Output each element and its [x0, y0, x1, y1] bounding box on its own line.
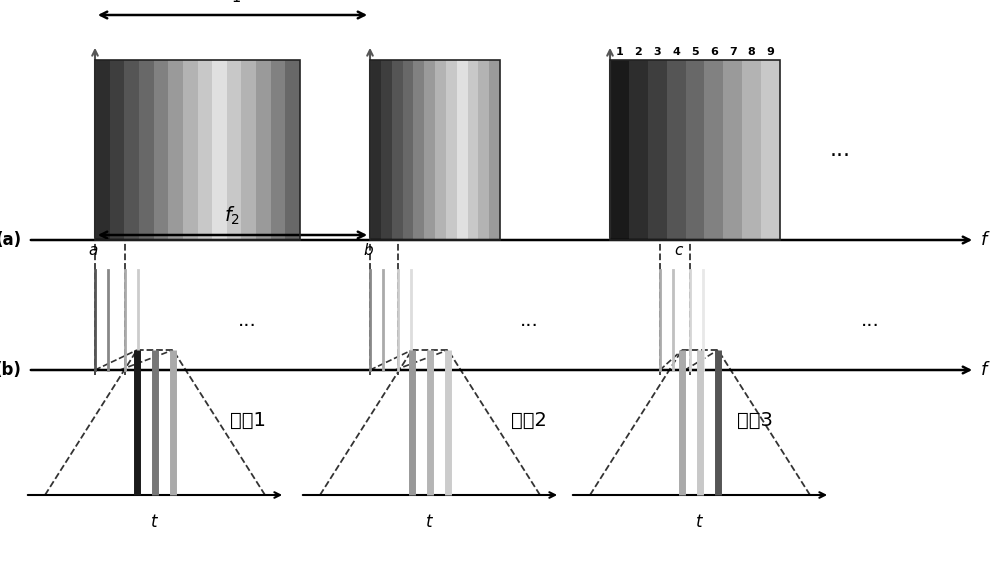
Bar: [446, 60, 457, 240]
Text: 7: 7: [729, 47, 737, 57]
Text: (a): (a): [0, 231, 22, 249]
Text: $t$: $t$: [150, 513, 160, 531]
Text: b: b: [363, 243, 373, 258]
Text: $f$: $f$: [980, 361, 991, 379]
Text: $f$: $f$: [980, 231, 991, 249]
Bar: [271, 60, 285, 240]
Bar: [124, 60, 139, 240]
Bar: [139, 60, 154, 240]
Bar: [413, 60, 424, 240]
Bar: [183, 60, 198, 240]
Bar: [168, 60, 183, 240]
Bar: [424, 60, 435, 240]
Bar: [241, 60, 256, 240]
Bar: [457, 60, 468, 240]
Bar: [154, 60, 168, 240]
Text: 信道2: 信道2: [511, 411, 547, 429]
Text: ...: ...: [830, 140, 850, 160]
Bar: [468, 60, 478, 240]
Text: 8: 8: [748, 47, 756, 57]
Bar: [256, 60, 271, 240]
Bar: [686, 60, 704, 240]
Text: 4: 4: [672, 47, 680, 57]
Bar: [198, 60, 212, 240]
Text: 信道1: 信道1: [230, 411, 265, 429]
Text: ...: ...: [238, 311, 257, 329]
Bar: [402, 60, 413, 240]
Bar: [610, 60, 780, 240]
Bar: [285, 60, 300, 240]
Bar: [704, 60, 723, 240]
Text: 3: 3: [653, 47, 661, 57]
Text: 6: 6: [710, 47, 718, 57]
Bar: [648, 60, 667, 240]
Text: 2: 2: [634, 47, 642, 57]
Bar: [392, 60, 402, 240]
Bar: [95, 60, 110, 240]
Bar: [95, 60, 300, 240]
Bar: [489, 60, 500, 240]
Bar: [435, 60, 446, 240]
Text: ...: ...: [861, 311, 879, 329]
Text: $f_1$: $f_1$: [224, 0, 241, 5]
Text: (b): (b): [0, 361, 22, 379]
Bar: [667, 60, 686, 240]
Text: 1: 1: [616, 47, 623, 57]
Bar: [212, 60, 227, 240]
Bar: [610, 60, 629, 240]
Text: 信道3: 信道3: [737, 411, 773, 429]
Text: $t$: $t$: [425, 513, 435, 531]
Text: $t$: $t$: [695, 513, 705, 531]
Bar: [723, 60, 742, 240]
Text: c: c: [674, 243, 682, 258]
Bar: [370, 60, 381, 240]
Text: $f_2$: $f_2$: [224, 205, 241, 227]
Text: 5: 5: [691, 47, 699, 57]
Bar: [742, 60, 761, 240]
Text: 9: 9: [767, 47, 774, 57]
Text: ...: ...: [520, 311, 538, 329]
Bar: [110, 60, 124, 240]
Bar: [227, 60, 241, 240]
Text: a: a: [88, 243, 98, 258]
Bar: [761, 60, 780, 240]
Bar: [381, 60, 392, 240]
Bar: [629, 60, 648, 240]
Bar: [370, 60, 500, 240]
Bar: [478, 60, 489, 240]
